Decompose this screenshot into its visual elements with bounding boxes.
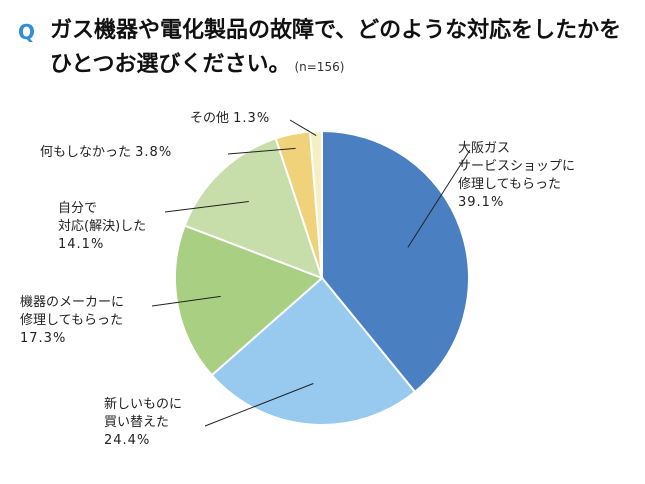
slice-label: 自分で 対応(解決)した 14.1% xyxy=(58,200,146,254)
pie-slices xyxy=(174,129,470,426)
leader-line xyxy=(151,295,221,307)
leader-line xyxy=(407,149,471,248)
pie-slice xyxy=(183,137,324,280)
pie-slice xyxy=(210,276,417,426)
slice-label-name: その他 xyxy=(190,111,230,126)
slice-label-value: 3.8% xyxy=(135,145,173,160)
leader-line xyxy=(204,383,314,427)
slice-label-name: 機器のメーカーに 修理してもらった xyxy=(20,295,125,328)
leader-line xyxy=(227,147,296,155)
leader-line xyxy=(164,201,249,213)
slice-label-name: 新しいものに 買い替えた xyxy=(104,397,183,430)
slice-label-value: 24.4% xyxy=(104,433,151,448)
slice-label: 何もしなかった 3.8% xyxy=(40,144,172,162)
slice-label: その他 1.3% xyxy=(190,110,270,128)
slice-label: 新しいものに 買い替えた 24.4% xyxy=(104,396,182,450)
question-mark-badge: Q xyxy=(18,20,36,44)
slice-label-value: 14.1% xyxy=(58,237,105,252)
slice-label: 大阪ガス サービスショップに 修理してもらった 39.1% xyxy=(458,140,575,212)
slice-label-name: 大阪ガス サービスショップに 修理してもらった xyxy=(458,141,576,192)
slice-label: 機器のメーカーに 修理してもらった 17.3% xyxy=(20,294,124,348)
slice-label-value: 17.3% xyxy=(20,331,67,346)
slice-label-value: 1.3% xyxy=(233,111,271,126)
slice-label-value: 39.1% xyxy=(458,195,505,210)
slice-label-name: 自分で 対応(解決)した xyxy=(58,201,147,234)
sample-size-note: (n=156) xyxy=(294,60,345,74)
pie-slice xyxy=(174,224,324,377)
slice-label-name: 何もしなかった xyxy=(40,145,132,160)
leader-line xyxy=(289,119,317,136)
leader-lines xyxy=(151,119,471,427)
pie-slice xyxy=(321,129,470,394)
chart-title-text: ガス機器や電化製品の故障で、どのような対応をしたかをひとつお選びください。 xyxy=(50,18,622,77)
chart-title: ガス機器や電化製品の故障で、どのような対応をしたかをひとつお選びください。 (n=… xyxy=(50,14,640,84)
